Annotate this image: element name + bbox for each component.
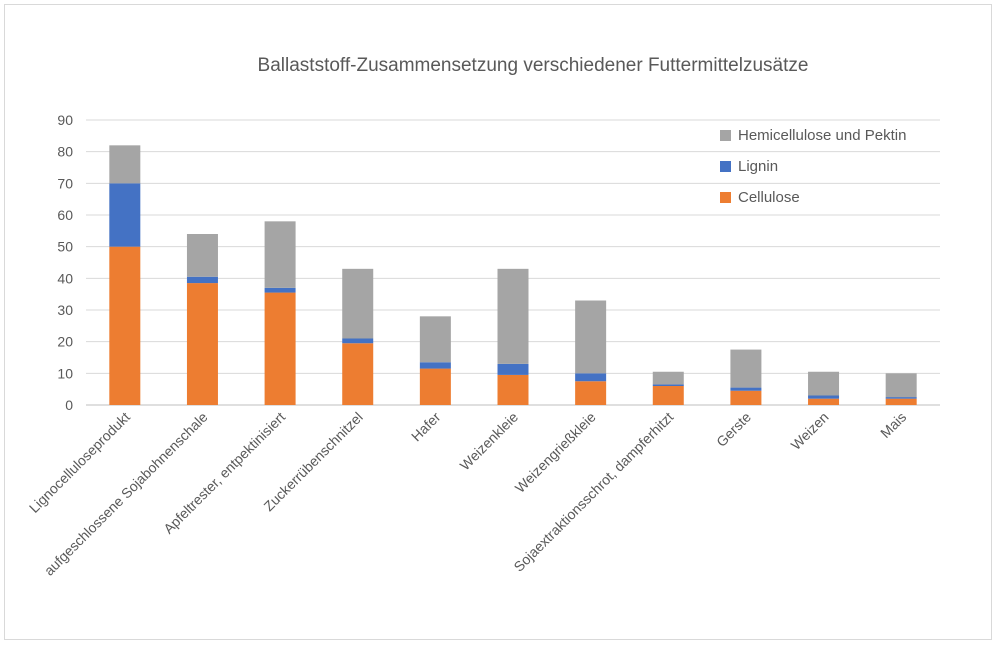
bar-lignin xyxy=(575,373,607,382)
bar-cellulose xyxy=(497,374,529,405)
y-tick-label: 40 xyxy=(57,270,73,286)
bar-lignin xyxy=(419,362,451,369)
bar-lignin xyxy=(885,397,917,399)
legend-swatch xyxy=(720,192,731,203)
x-tick-label: Mais xyxy=(877,409,909,441)
bar-lignin xyxy=(652,384,684,386)
y-tick-label: 90 xyxy=(57,112,73,128)
legend-label: Lignin xyxy=(738,158,778,175)
x-tick-label: Sojaextraktionsschrot, dampferhitzt xyxy=(510,409,676,575)
y-axis-ticks: 0 10 20 30 40 50 60 70 80 90 xyxy=(57,112,73,413)
bar-cellulose xyxy=(885,398,917,405)
bar-hemicellulose-und-pektin xyxy=(497,268,529,364)
bar-lignin xyxy=(264,287,296,293)
y-tick-label: 0 xyxy=(65,397,73,413)
bar-lignin xyxy=(342,338,374,344)
bar-hemicellulose-und-pektin xyxy=(652,371,684,385)
bar-cellulose xyxy=(264,292,296,405)
bar-cellulose xyxy=(730,390,762,405)
bar-cellulose xyxy=(109,246,141,405)
x-tick-label: Weizen xyxy=(788,409,832,453)
chart-title: Ballaststoff-Zusammensetzung verschieden… xyxy=(258,55,809,76)
y-tick-label: 60 xyxy=(57,207,73,223)
bar-hemicellulose-und-pektin xyxy=(730,349,762,388)
bar-lignin xyxy=(730,387,762,391)
y-tick-label: 10 xyxy=(57,365,73,381)
x-tick-label: Weizengrießkleie xyxy=(512,409,599,496)
bar-lignin xyxy=(186,276,218,284)
bar-hemicellulose-und-pektin xyxy=(885,373,917,398)
bar-cellulose xyxy=(419,368,451,405)
x-tick-label: Hafer xyxy=(408,409,444,445)
legend-swatch xyxy=(720,130,731,141)
bar-cellulose xyxy=(808,398,840,405)
bar-hemicellulose-und-pektin xyxy=(808,371,840,396)
y-tick-label: 70 xyxy=(57,175,73,191)
bar-lignin xyxy=(497,363,529,375)
bar-lignin xyxy=(808,395,840,399)
gridlines xyxy=(86,119,940,406)
bar-hemicellulose-und-pektin xyxy=(109,145,141,184)
legend-label: Hemicellulose und Pektin xyxy=(738,127,906,144)
bar-hemicellulose-und-pektin xyxy=(575,300,607,374)
y-tick-label: 20 xyxy=(57,334,73,350)
bar-lignin xyxy=(109,183,141,247)
legend-swatch xyxy=(720,161,731,172)
bars xyxy=(109,145,917,405)
y-tick-label: 50 xyxy=(57,239,73,255)
x-tick-label: Gerste xyxy=(713,409,754,450)
bar-cellulose xyxy=(652,386,684,405)
legend: Hemicellulose und Pektin Lignin Cellulose xyxy=(720,127,906,206)
bar-hemicellulose-und-pektin xyxy=(342,268,374,339)
y-tick-label: 80 xyxy=(57,144,73,160)
bar-hemicellulose-und-pektin xyxy=(186,234,218,277)
bar-cellulose xyxy=(186,283,218,405)
bar-hemicellulose-und-pektin xyxy=(264,221,296,288)
bar-cellulose xyxy=(342,343,374,405)
y-tick-label: 30 xyxy=(57,302,73,318)
bar-cellulose xyxy=(575,381,607,405)
bar-hemicellulose-und-pektin xyxy=(419,316,451,363)
x-tick-label: Weizenkleie xyxy=(457,409,522,474)
legend-label: Cellulose xyxy=(738,189,800,206)
x-tick-label: aufgeschlossene Sojabohnenschale xyxy=(41,409,211,579)
